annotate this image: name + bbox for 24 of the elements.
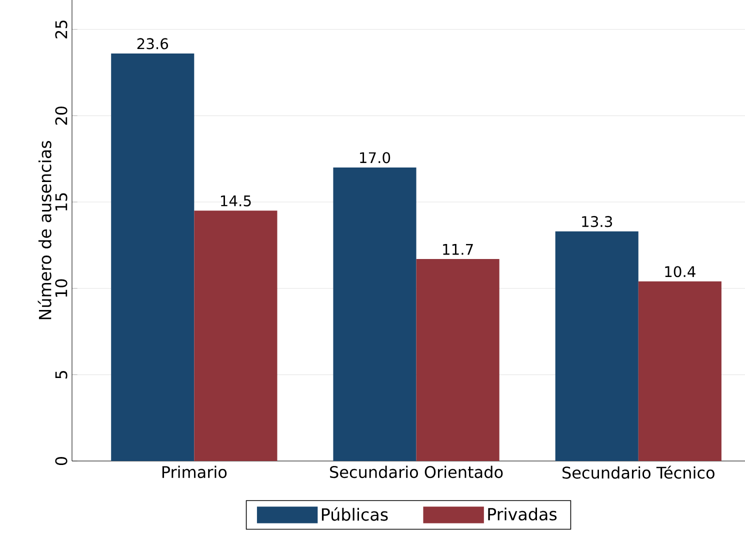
y-tick-label: 15 — [55, 193, 68, 210]
data-label: 14.5 — [220, 195, 251, 206]
data-label: 23.6 — [137, 38, 168, 50]
bar — [416, 258, 500, 461]
data-label: 17.0 — [360, 152, 390, 164]
y-tick-label: 0 — [55, 456, 68, 466]
data-label: 11.7 — [443, 244, 473, 255]
data-label: 10.4 — [665, 266, 696, 278]
y-tick-label: 10 — [55, 279, 68, 297]
x-tick-label: Primario — [162, 466, 227, 478]
bar — [555, 231, 638, 461]
y-tick-label: 20 — [55, 106, 68, 125]
y-axis-title: Número de ausencias — [38, 141, 52, 320]
bar — [638, 281, 722, 461]
legend-label: Privadas — [488, 508, 557, 520]
bar — [111, 54, 194, 461]
x-tick-label: Secundario Orientado — [330, 466, 503, 478]
data-label: 13.3 — [582, 216, 612, 228]
x-tick-label: Secundario Técnico — [562, 466, 714, 479]
bar — [333, 167, 416, 461]
y-tick-label: 25 — [55, 20, 68, 38]
y-tick-label: 5 — [55, 370, 68, 379]
legend-label: Públicas — [322, 507, 388, 521]
bar — [194, 210, 278, 461]
